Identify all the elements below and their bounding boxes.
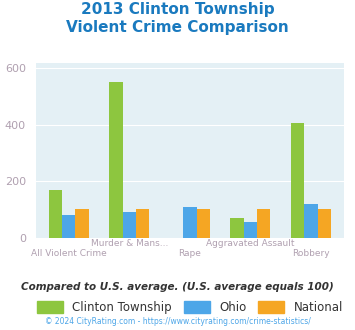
Bar [318,210,331,238]
Legend: Clinton Township, Ohio, National: Clinton Township, Ohio, National [32,296,348,318]
Text: Violent Crime Comparison: Violent Crime Comparison [66,20,289,35]
Text: Aggravated Assault: Aggravated Assault [206,239,295,248]
Bar [244,222,257,238]
Text: Compared to U.S. average. (U.S. average equals 100): Compared to U.S. average. (U.S. average … [21,282,334,292]
Text: Murder & Mans...: Murder & Mans... [91,239,168,248]
Bar [257,210,271,238]
Bar [304,204,318,238]
Bar [136,210,149,238]
Text: © 2024 CityRating.com - https://www.cityrating.com/crime-statistics/: © 2024 CityRating.com - https://www.city… [45,317,310,326]
Bar [230,218,244,238]
Bar [197,210,210,238]
Bar [62,215,76,238]
Bar [76,210,89,238]
Bar [109,82,123,238]
Text: Rape: Rape [179,249,201,258]
Text: All Violent Crime: All Violent Crime [31,249,107,258]
Bar [183,207,197,238]
Text: 2013 Clinton Township: 2013 Clinton Township [81,2,274,16]
Text: Robbery: Robbery [292,249,330,258]
Bar [49,190,62,238]
Bar [291,122,304,238]
Bar [123,212,136,238]
